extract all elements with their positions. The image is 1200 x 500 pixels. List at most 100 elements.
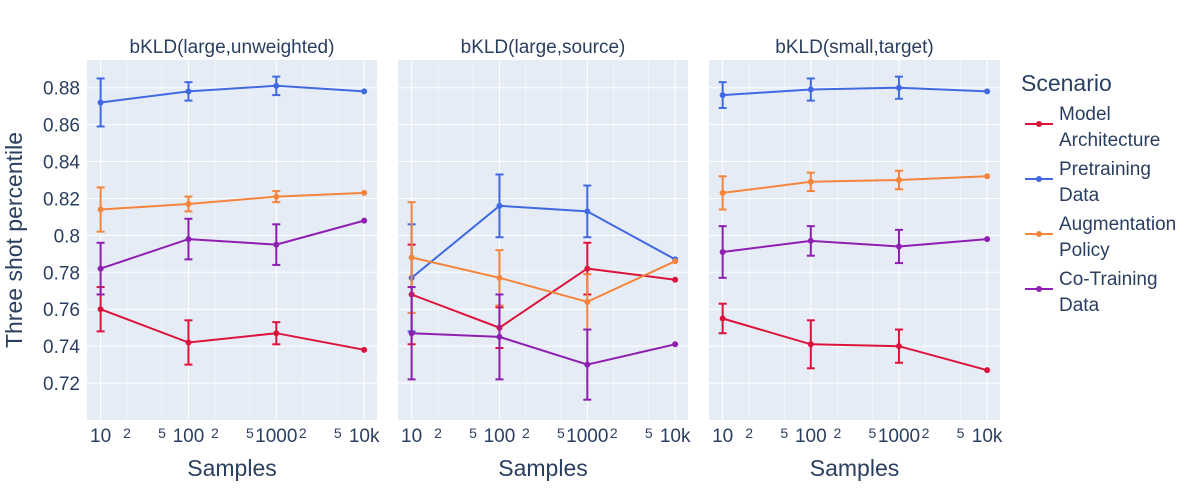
- panel-1: 0.72 0.74 0.76 0.78 0.8 0.82 0.84 0.86 0.88 10 100…: [43, 37, 380, 481]
- x-minor-tick-label: 5: [557, 425, 565, 441]
- legend-title: Scenario: [1021, 70, 1112, 96]
- legend-entry: Model Architecture: [1025, 104, 1160, 151]
- data-point: [807, 86, 814, 93]
- legend-label: Pretraining: [1059, 159, 1151, 180]
- data-point: [807, 178, 814, 185]
- x-tick-label: 10k: [972, 426, 1003, 447]
- x-minor-tick-label: 2: [299, 425, 307, 441]
- x-minor-tick-label: 5: [158, 425, 166, 441]
- panel-title: bKLD(large,source): [461, 37, 626, 58]
- x-minor-tick-label: 2: [211, 425, 219, 441]
- plot-area: [87, 60, 377, 420]
- x-tick-label: 100: [795, 426, 827, 447]
- data-point: [408, 330, 415, 337]
- data-point: [895, 243, 902, 250]
- data-point: [672, 276, 679, 283]
- data-point: [361, 88, 368, 95]
- x-axis-title: Samples: [187, 455, 276, 481]
- x-minor-tick-label: 5: [334, 425, 342, 441]
- data-point: [185, 88, 192, 95]
- legend-entry: Co-Training Data: [1025, 269, 1158, 316]
- x-minor-tick-label: 5: [869, 425, 877, 441]
- data-point: [97, 99, 104, 106]
- x-minor-tick-label: 2: [610, 425, 618, 441]
- x-tick-label: 10: [712, 426, 733, 447]
- x-minor-tick-label: 2: [922, 425, 930, 441]
- series: [718, 302, 991, 374]
- series: [96, 75, 368, 128]
- x-minor-tick-label: 5: [246, 425, 254, 441]
- y-tick-label: 0.78: [43, 263, 80, 284]
- y-tick-label: 0.88: [43, 79, 80, 100]
- x-tick-label: 1000: [878, 426, 920, 447]
- data-point: [807, 237, 814, 244]
- series-line: [100, 191, 365, 211]
- data-point: [273, 193, 280, 200]
- series: [718, 75, 991, 109]
- data-point: [496, 202, 503, 209]
- x-tick-label: 10k: [660, 426, 691, 447]
- x-axis-title: Samples: [810, 455, 899, 481]
- data-point: [97, 206, 104, 213]
- legend-label: Policy: [1059, 240, 1110, 261]
- plot-area: [709, 60, 1000, 420]
- series: [407, 286, 679, 401]
- data-point: [584, 265, 591, 272]
- legend-label: Augmentation: [1059, 214, 1176, 235]
- x-axis-title: Samples: [498, 455, 587, 481]
- data-point: [895, 84, 902, 91]
- series: [718, 169, 991, 211]
- series-line: [722, 175, 988, 194]
- legend-label: Co-Training: [1059, 269, 1158, 290]
- x-tick-label: 10: [90, 426, 111, 447]
- legend: Scenario Model Architecture Pretraining Data…: [1021, 70, 1176, 316]
- x-minor-tick-label: 5: [645, 425, 653, 441]
- legend-label: Architecture: [1059, 130, 1160, 151]
- series: [718, 225, 991, 279]
- legend-swatch-marker: [1036, 121, 1042, 127]
- x-minor-tick-label: 2: [745, 425, 753, 441]
- x-tick-label: 1000: [566, 426, 608, 447]
- data-point: [273, 82, 280, 89]
- data-point: [719, 249, 726, 255]
- data-point: [584, 298, 591, 305]
- data-point: [496, 333, 503, 340]
- series-line: [722, 86, 988, 97]
- data-point: [496, 274, 503, 281]
- y-tick-label: 0.84: [43, 153, 80, 174]
- data-point: [361, 217, 368, 224]
- data-point: [185, 339, 192, 346]
- series: [407, 201, 679, 331]
- legend-swatch-marker: [1036, 176, 1042, 182]
- series-line: [722, 317, 988, 372]
- legend-entry: Augmentation Policy: [1025, 214, 1176, 261]
- data-point: [97, 265, 104, 272]
- x-minor-tick-label: 2: [434, 425, 442, 441]
- x-tick-label: 1000: [255, 426, 297, 447]
- y-tick-label: 0.8: [54, 226, 80, 247]
- data-point: [361, 346, 368, 353]
- data-point: [984, 88, 991, 95]
- x-tick-label: 10: [401, 426, 422, 447]
- x-minor-tick-label: 5: [957, 425, 965, 441]
- y-tick-label: 0.86: [43, 116, 80, 137]
- data-point: [807, 341, 814, 348]
- panels-layer: 0.72 0.74 0.76 0.78 0.8 0.82 0.84 0.86 0.88 10 100…: [43, 37, 1003, 481]
- data-point: [895, 343, 902, 350]
- series-line: [411, 267, 676, 329]
- data-point: [984, 236, 991, 243]
- series-line: [100, 84, 365, 104]
- legend-swatch-marker: [1036, 286, 1042, 292]
- series-line: [100, 308, 365, 351]
- y-tick-label: 0.72: [43, 374, 80, 395]
- series-line: [722, 238, 988, 253]
- data-point: [719, 92, 726, 99]
- legend-label: Model: [1059, 104, 1111, 125]
- x-tick-label: 100: [173, 426, 205, 447]
- data-point: [895, 177, 902, 183]
- series-line: [410, 204, 676, 279]
- y-tick-label: 0.76: [43, 300, 80, 321]
- legend-entry: Pretraining Data: [1025, 159, 1151, 206]
- data-point: [984, 173, 991, 180]
